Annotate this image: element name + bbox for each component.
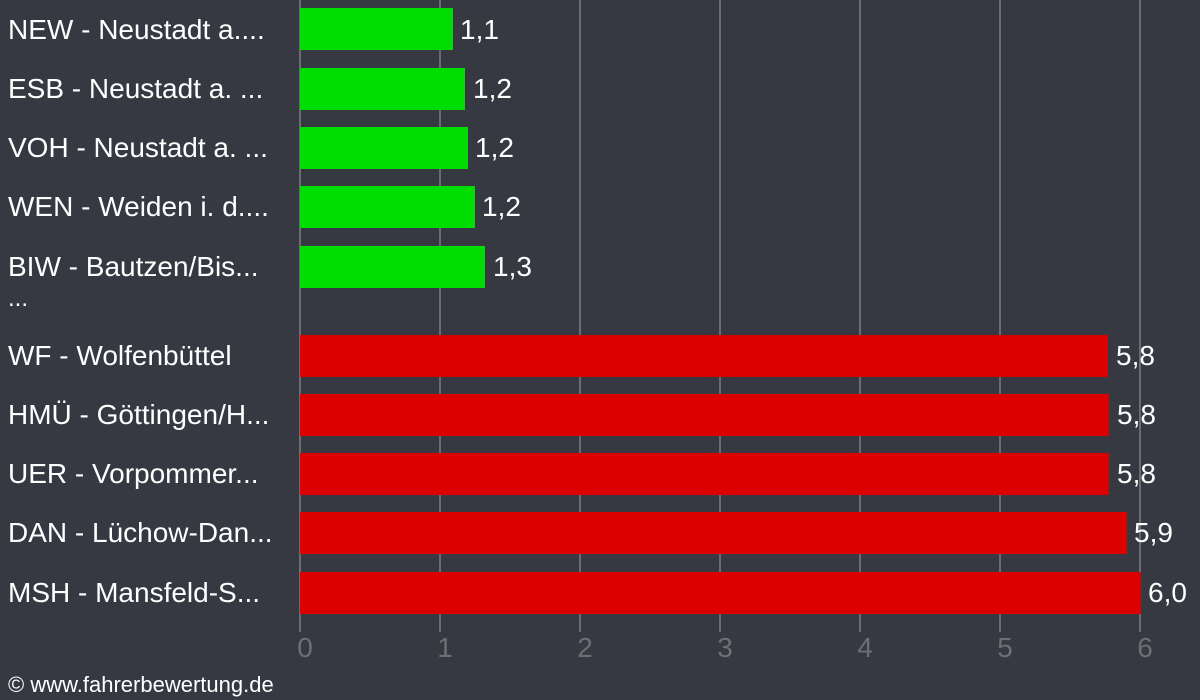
gridline-2 (579, 0, 581, 632)
bar-best (300, 8, 453, 50)
value-label: 5,8 (1117, 399, 1156, 430)
bar-best (300, 127, 468, 169)
value-label: 1,1 (460, 14, 499, 45)
category-label: NEW - Neustadt a.... (8, 14, 265, 45)
value-label: 5,8 (1116, 340, 1155, 371)
category-label: WEN - Weiden i. d.... (8, 191, 269, 222)
value-label: 6,0 (1148, 577, 1187, 608)
value-label: 1,2 (482, 191, 521, 222)
gridline-0 (299, 0, 301, 632)
value-label: 1,2 (473, 73, 512, 104)
x-tick-label: 4 (857, 632, 873, 663)
bar-worst (300, 512, 1127, 554)
bar-best (300, 246, 485, 288)
x-tick-label: 5 (997, 632, 1013, 663)
category-label: ESB - Neustadt a. ... (8, 73, 264, 104)
separator-ellipsis: ... (8, 285, 29, 312)
x-tick-label: 3 (717, 632, 733, 663)
category-label: WF - Wolfenbüttel (8, 340, 232, 371)
bar-worst (300, 453, 1109, 495)
category-label: BIW - Bautzen/Bis... (8, 251, 259, 282)
category-label: VOH - Neustadt a. ... (8, 132, 268, 163)
bar-worst (300, 394, 1109, 436)
value-label: 1,2 (475, 132, 514, 163)
category-label: UER - Vorpommer... (8, 458, 259, 489)
category-label: MSH - Mansfeld-S... (8, 577, 261, 608)
gridline-3 (719, 0, 721, 632)
category-label: HMÜ - Göttingen/H... (8, 399, 270, 430)
gridline-4 (859, 0, 861, 632)
gridline-6 (1139, 0, 1141, 632)
x-tick-label: 6 (1137, 632, 1153, 663)
bar-best (300, 68, 465, 110)
x-tick-label: 0 (297, 632, 313, 663)
x-tick-label: 1 (437, 632, 453, 663)
value-label: 1,3 (493, 251, 532, 282)
gridline-1 (439, 0, 441, 632)
bar-worst (300, 335, 1108, 377)
bar-worst (300, 572, 1141, 614)
copyright-footer: © www.fahrerbewertung.de (8, 672, 274, 697)
value-label: 5,9 (1134, 517, 1173, 548)
gridline-5 (999, 0, 1001, 632)
x-tick-label: 2 (577, 632, 593, 663)
value-label: 5,8 (1117, 458, 1156, 489)
bar-best (300, 186, 475, 228)
category-label: DAN - Lüchow-Dan... (8, 517, 273, 548)
